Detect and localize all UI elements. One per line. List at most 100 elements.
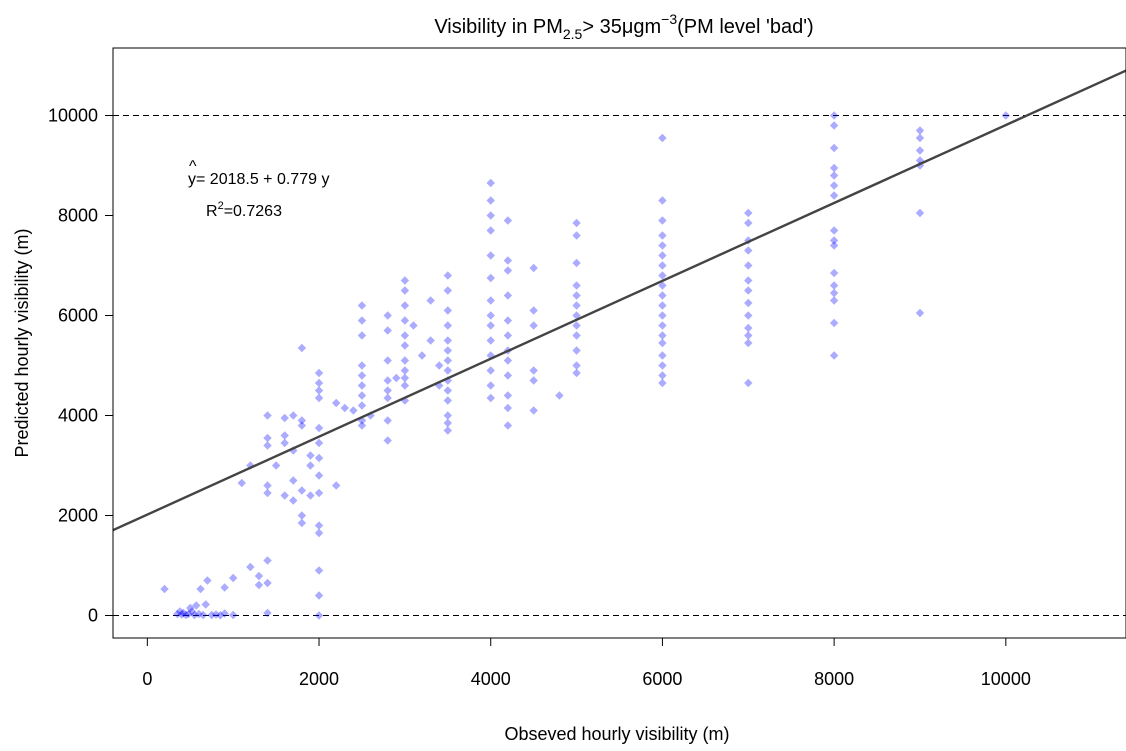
data-point <box>426 296 435 305</box>
data-point <box>409 321 418 330</box>
data-point <box>228 573 238 583</box>
data-point <box>190 610 199 620</box>
data-point <box>297 416 307 425</box>
data-point <box>383 436 392 445</box>
data-point <box>211 610 221 619</box>
data-point <box>297 511 307 520</box>
data-point <box>658 311 667 320</box>
data-point <box>417 351 427 360</box>
data-point <box>297 518 307 528</box>
data-point <box>216 611 225 620</box>
data-point <box>829 288 839 298</box>
data-point <box>829 171 839 180</box>
data-point <box>443 321 453 330</box>
data-point <box>503 291 513 300</box>
data-point <box>314 528 324 538</box>
data-point <box>503 356 513 365</box>
data-point <box>829 163 839 173</box>
data-point <box>314 368 324 378</box>
y-tick-label: 2000 <box>58 506 98 526</box>
data-point <box>744 331 753 340</box>
data-point <box>289 411 298 420</box>
data-point <box>529 366 538 375</box>
data-point <box>829 191 839 200</box>
data-point <box>486 321 495 330</box>
data-point <box>503 266 513 275</box>
title-subscript: 2.5 <box>563 26 583 42</box>
data-point <box>400 373 410 383</box>
data-point <box>915 146 925 155</box>
data-point <box>829 236 839 245</box>
x-tick-label: 8000 <box>814 669 854 689</box>
data-point <box>220 609 229 618</box>
data-point <box>744 208 753 218</box>
data-point <box>314 393 324 403</box>
data-point <box>228 610 238 620</box>
data-point <box>486 381 495 390</box>
data-point <box>400 356 410 365</box>
data-point <box>443 426 453 435</box>
data-point <box>443 411 453 420</box>
data-point <box>1001 111 1011 120</box>
data-point <box>198 610 208 620</box>
data-point <box>744 261 753 270</box>
data-point <box>829 111 839 120</box>
data-point <box>383 326 392 335</box>
data-point <box>280 438 289 448</box>
data-point <box>443 286 453 295</box>
data-point <box>306 451 315 460</box>
data-point <box>392 373 401 383</box>
data-point <box>658 216 667 225</box>
data-point <box>306 461 315 470</box>
r2-exp: 2 <box>218 200 224 212</box>
data-point <box>486 196 495 205</box>
data-point <box>658 133 667 143</box>
data-point <box>529 263 538 273</box>
data-point <box>572 218 581 228</box>
plot-frame <box>112 47 1126 639</box>
data-point <box>529 376 538 385</box>
data-point <box>271 461 281 470</box>
data-point <box>503 216 513 225</box>
data-point <box>503 371 513 380</box>
data-point <box>357 331 367 340</box>
title-prefix: Visibility in PM <box>434 16 563 38</box>
data-point <box>263 441 272 450</box>
data-point <box>529 406 538 415</box>
chart-title: Visibility in PM2.5> 35μgm−3(PM level 'b… <box>434 11 813 42</box>
data-point <box>486 226 495 235</box>
data-point <box>297 343 307 353</box>
x-tick-label: 4000 <box>471 669 511 689</box>
data-point <box>357 381 367 390</box>
regression-line-group <box>113 69 1126 532</box>
x-tick-label: 0 <box>142 669 152 689</box>
data-point <box>915 161 925 170</box>
data-point <box>486 393 495 403</box>
data-point <box>915 308 925 318</box>
data-point <box>263 433 272 443</box>
data-point <box>503 421 513 430</box>
equation-lhs: y <box>188 171 196 188</box>
data-point <box>435 361 444 370</box>
r2-prefix: R <box>206 203 218 220</box>
data-point <box>529 306 538 315</box>
data-point <box>503 391 513 400</box>
data-point <box>744 276 753 285</box>
data-point <box>297 421 307 430</box>
data-point <box>443 418 453 428</box>
equation-hat: ^ <box>189 158 197 175</box>
data-point <box>915 156 925 165</box>
data-point <box>572 368 581 378</box>
data-point <box>829 296 839 305</box>
data-point <box>744 378 753 388</box>
data-point <box>297 486 307 495</box>
data-point <box>263 481 272 490</box>
equation-rhs: = 2018.5 + 0.779 y <box>196 171 329 188</box>
data-point <box>207 610 216 620</box>
data-point <box>314 471 324 480</box>
data-point <box>658 271 667 280</box>
x-axis-label: Obseved hourly visibility (m) <box>504 724 729 744</box>
data-point <box>572 231 581 240</box>
data-point <box>426 336 435 345</box>
